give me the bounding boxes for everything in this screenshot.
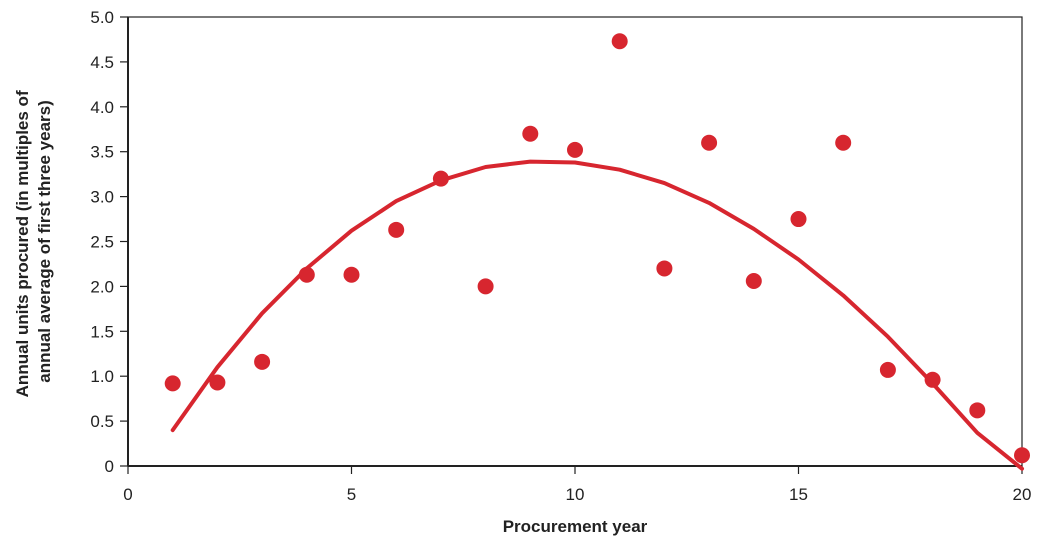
fit-curve-layer xyxy=(170,159,1024,471)
data-point xyxy=(656,260,673,277)
x-tick-label: 20 xyxy=(1013,485,1032,504)
y-tick-label: 2.5 xyxy=(90,233,114,252)
y-tick-label: 1.5 xyxy=(90,322,114,341)
x-tick-label: 10 xyxy=(566,485,585,504)
data-point xyxy=(477,278,494,295)
x-tick-label: 0 xyxy=(123,485,132,504)
y-tick-label: 2.0 xyxy=(90,277,114,296)
data-point xyxy=(879,361,896,378)
data-point xyxy=(1014,447,1030,464)
y-tick-label: 5.0 xyxy=(90,8,114,27)
data-points xyxy=(164,33,1030,464)
data-point xyxy=(432,170,449,187)
axes xyxy=(127,16,1023,467)
data-point xyxy=(701,134,718,151)
x-axis-title: Procurement year xyxy=(503,517,648,536)
y-tick-label: 1.0 xyxy=(90,367,114,386)
y-tick-label: 0 xyxy=(105,457,114,476)
tick-marks xyxy=(120,16,1023,474)
y-axis-title-line-2: annual average of first three years) xyxy=(35,100,54,383)
x-tick-label: 15 xyxy=(789,485,808,504)
plot-frame xyxy=(127,16,1023,467)
y-axis-title-line-1: Annual units procured (in multiples of xyxy=(13,90,32,397)
y-tick-label: 3.5 xyxy=(90,143,114,162)
data-point xyxy=(522,125,539,142)
data-point xyxy=(611,33,628,50)
data-point xyxy=(790,211,807,228)
data-point xyxy=(164,375,181,392)
data-point xyxy=(343,266,360,283)
x-tick-labels: 0 5 10 15 20 xyxy=(123,485,1031,504)
data-point xyxy=(254,353,271,370)
fit-curve xyxy=(170,159,1024,471)
data-point xyxy=(298,266,315,283)
y-tick-label: 3.0 xyxy=(90,188,114,207)
data-point xyxy=(969,402,986,419)
x-tick-label: 5 xyxy=(347,485,356,504)
data-point xyxy=(388,221,405,238)
data-point xyxy=(745,273,762,290)
data-point xyxy=(924,371,941,388)
data-point xyxy=(835,134,852,151)
data-point xyxy=(209,374,226,391)
y-tick-label: 4.5 xyxy=(90,53,114,72)
y-tick-label: 4.0 xyxy=(90,98,114,117)
y-tick-label: 0.5 xyxy=(90,412,114,431)
y-tick-labels: 0 0.5 1.0 1.5 2.0 2.5 3.0 3.5 4.0 4.5 5.0 xyxy=(90,8,114,476)
y-axis-title: Annual units procured (in multiples of a… xyxy=(13,86,54,398)
data-point xyxy=(567,141,583,158)
